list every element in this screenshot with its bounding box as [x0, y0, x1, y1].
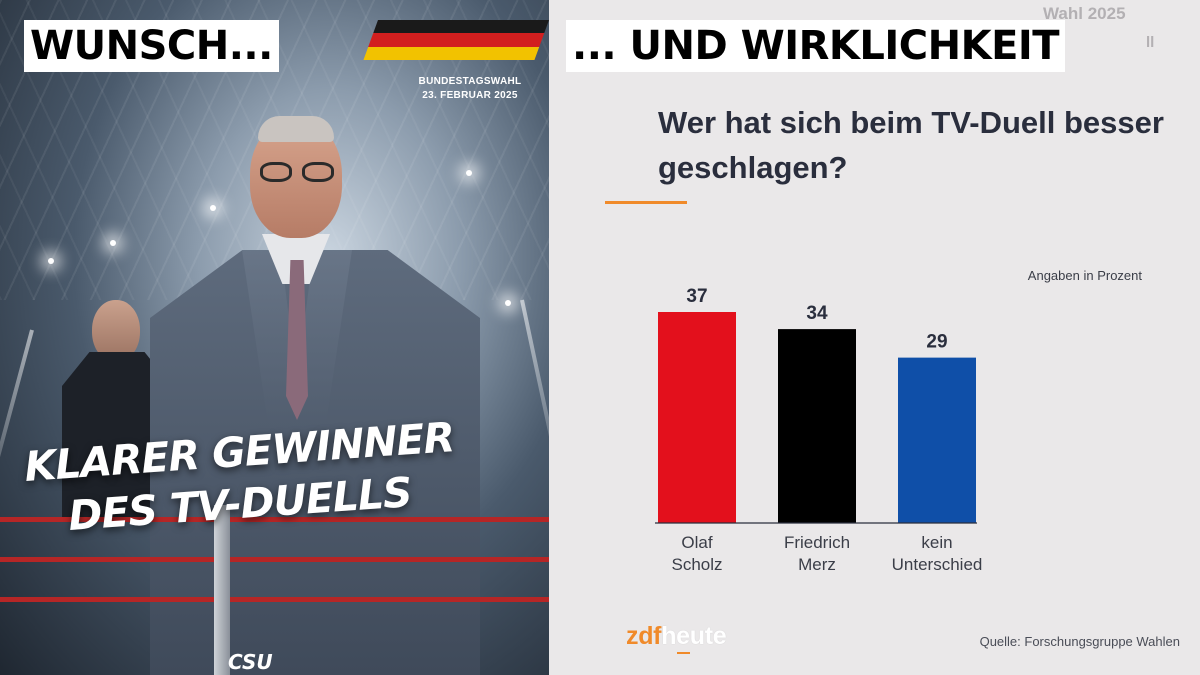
stadium-spotlight: [505, 300, 511, 306]
category-label-2: kein: [921, 533, 952, 552]
bar-0: [658, 312, 736, 523]
ring-post: [214, 505, 230, 675]
german-flag: [363, 20, 549, 60]
stadium-spotlight: [210, 205, 216, 211]
merz-hair: [258, 116, 334, 142]
title-accent-line: [605, 201, 687, 204]
bar-1: [778, 329, 856, 523]
category-label-1: Merz: [798, 555, 836, 574]
election-date: 23. FEBRUAR 2025: [422, 90, 518, 101]
flag-stripe-red: [368, 33, 545, 47]
category-label-1: Friedrich: [784, 533, 850, 552]
chart-panel: [549, 0, 1200, 675]
stadium-spotlight: [466, 170, 472, 176]
bar-chart: 37 Olaf Scholz 34 Friedrich Merz 29 kein Untersc…: [655, 286, 983, 574]
poster-panel: BUNDESTAGSWAHL 23. FEBRUAR 2025 KLARER G…: [0, 0, 549, 675]
zdfheute-logo: zdfheute: [626, 622, 727, 651]
stadium-spotlight: [48, 258, 54, 264]
unit-note: Angaben in Prozent: [1027, 268, 1142, 283]
partial-subheader-text: ll: [1146, 34, 1155, 51]
logo-underscore: [677, 652, 690, 654]
glasses-icon: [258, 162, 338, 184]
caption-wish: WUNSCH...: [24, 20, 279, 72]
boxing-ring: [0, 505, 549, 675]
merz-figure: [150, 110, 480, 675]
source-note: Quelle: Forschungsgruppe Wahlen: [979, 634, 1180, 649]
stadium-spotlight: [110, 240, 116, 246]
light-beam: [520, 299, 549, 516]
data-label-2: 29: [926, 332, 947, 353]
ring-rope: [0, 557, 549, 562]
category-label-0: Olaf: [681, 533, 712, 552]
category-label-2: Unterschied: [892, 555, 983, 574]
brand-heute: heute: [661, 622, 727, 650]
party-logo: CSU: [228, 650, 273, 674]
ring-rope: [0, 597, 549, 602]
ring-rope: [0, 517, 549, 522]
bar-2: [898, 357, 976, 523]
chart-title: Wer hat sich beim TV-Duell besser geschl…: [658, 105, 1164, 185]
flag-stripe-black: [373, 20, 549, 34]
partial-header-text: Wahl 2025: [1043, 4, 1126, 23]
election-title: BUNDESTAGSWAHL: [418, 76, 522, 87]
merz-tie: [286, 260, 308, 420]
caption-reality: ... UND WIRKLICHKEIT: [566, 20, 1066, 72]
data-label-0: 37: [686, 286, 707, 307]
flag-stripe-gold: [363, 46, 540, 60]
data-label-1: 34: [806, 303, 828, 324]
scholz-head: [92, 300, 140, 362]
brand-zdf: zdf: [626, 622, 662, 650]
category-label-0: Scholz: [671, 555, 722, 574]
